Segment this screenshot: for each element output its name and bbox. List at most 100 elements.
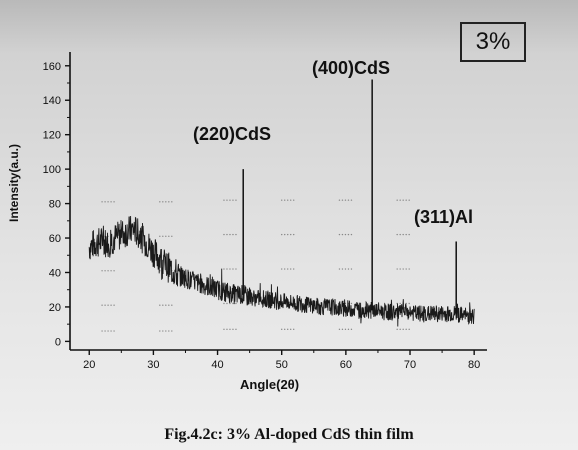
scan-dot xyxy=(344,268,347,270)
scan-dot xyxy=(113,270,115,272)
y-tick-label: 40 xyxy=(49,267,61,279)
scan-dot xyxy=(341,199,344,201)
scan-dot xyxy=(168,330,170,332)
scan-dot xyxy=(396,233,398,236)
x-tick-label: 30 xyxy=(147,359,159,371)
scan-dot xyxy=(159,304,161,306)
y-tick-label: 60 xyxy=(49,233,61,245)
scan-dot xyxy=(408,233,410,236)
scan-dot xyxy=(171,201,173,203)
scan-dot xyxy=(347,199,350,201)
x-tick-label: 40 xyxy=(211,359,223,371)
scan-dot xyxy=(347,328,350,331)
scan-dot xyxy=(104,201,106,203)
scan-dot xyxy=(223,268,225,270)
scan-dot xyxy=(287,233,289,236)
scan-dot xyxy=(110,270,112,272)
scan-dot xyxy=(396,199,398,201)
scan-dot xyxy=(293,328,295,331)
y-tick-label: 100 xyxy=(43,164,61,176)
scan-dot xyxy=(113,330,115,332)
scan-dot xyxy=(223,199,225,201)
scan-dot xyxy=(408,302,410,305)
scan-dot xyxy=(290,268,292,270)
scan-dot xyxy=(284,268,286,270)
scan-dot xyxy=(107,330,109,332)
scan-dot xyxy=(408,199,410,201)
x-tick-label: 70 xyxy=(404,359,416,371)
scan-dot xyxy=(232,233,234,236)
scan-dot xyxy=(229,233,231,236)
scan-dot xyxy=(226,268,228,270)
scan-dot xyxy=(229,328,231,331)
scan-dot xyxy=(290,199,292,201)
scan-dot xyxy=(284,233,286,236)
scan-dot xyxy=(107,201,109,203)
scan-dot xyxy=(396,268,398,270)
scan-dot xyxy=(341,233,344,236)
xrd-trace xyxy=(88,215,475,327)
scan-dot xyxy=(171,304,173,306)
scan-dot xyxy=(107,304,109,306)
scan-dot xyxy=(408,328,410,331)
x-tick-label: 80 xyxy=(468,359,480,371)
scan-dot xyxy=(281,199,283,201)
x-ticks: 20 30 40 50 60 70 80 xyxy=(83,350,480,371)
scan-dot xyxy=(350,199,353,201)
scan-dot xyxy=(110,201,112,203)
scan-dot xyxy=(405,233,407,236)
scan-dot xyxy=(165,201,167,203)
scan-dot xyxy=(235,302,237,305)
scan-dot xyxy=(101,304,103,306)
scan-dot xyxy=(344,328,347,331)
figure-caption: Fig.4.2c: 3% Al-doped CdS thin film xyxy=(164,426,414,443)
scan-dot xyxy=(226,328,228,331)
scan-dot xyxy=(168,304,170,306)
scan-dot xyxy=(165,330,167,332)
scan-dot xyxy=(344,233,347,236)
scan-dot xyxy=(229,268,231,270)
scan-dot xyxy=(290,328,292,331)
scan-dot xyxy=(402,328,404,331)
scan-dot xyxy=(281,268,283,270)
scan-dot xyxy=(405,268,407,270)
scan-dot xyxy=(168,201,170,203)
scan-dot xyxy=(110,330,112,332)
scan-dot xyxy=(226,199,228,201)
scan-dot xyxy=(104,330,106,332)
scan-dot xyxy=(341,268,344,270)
scan-dot xyxy=(171,235,173,238)
scan-dot xyxy=(162,235,164,238)
scan-dot xyxy=(232,199,234,201)
scan-dot xyxy=(235,199,237,201)
scan-dot xyxy=(347,233,350,236)
scan-dot xyxy=(171,330,173,332)
scan-dot xyxy=(223,233,225,236)
scan-dot xyxy=(402,233,404,236)
scan-dot xyxy=(287,328,289,331)
x-tick-label: 60 xyxy=(340,359,352,371)
scan-dot xyxy=(232,328,234,331)
scan-dot xyxy=(101,330,103,332)
y-tick-label: 140 xyxy=(43,95,61,107)
annotation-400-cds: (400)CdS xyxy=(312,58,391,78)
scan-dot xyxy=(338,199,341,201)
scan-dot xyxy=(402,268,404,270)
scan-dot xyxy=(287,268,289,270)
scan-dot xyxy=(344,199,347,201)
scan-dot xyxy=(284,199,286,201)
scan-dot xyxy=(101,270,103,272)
scan-dot xyxy=(338,328,341,331)
scan-dot xyxy=(399,233,401,236)
y-tick-label: 80 xyxy=(49,199,61,211)
scan-dot xyxy=(223,328,225,331)
scan-dot xyxy=(159,201,161,203)
scan-dot xyxy=(350,233,353,236)
scan-dot xyxy=(338,233,341,236)
scan-dot xyxy=(113,201,115,203)
scan-dot xyxy=(287,199,289,201)
scan-dot xyxy=(399,302,401,305)
scan-dot xyxy=(226,302,228,305)
